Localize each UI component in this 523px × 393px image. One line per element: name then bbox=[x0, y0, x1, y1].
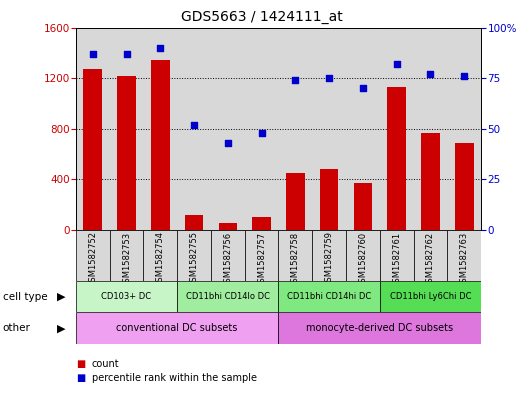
Bar bbox=[278, 281, 380, 312]
Point bbox=[224, 140, 232, 146]
Bar bbox=[380, 230, 414, 281]
Bar bbox=[245, 230, 278, 281]
Bar bbox=[117, 75, 136, 230]
Point bbox=[291, 77, 300, 83]
Text: GSM1582752: GSM1582752 bbox=[88, 231, 97, 287]
Bar bbox=[278, 312, 481, 344]
Text: GSM1582759: GSM1582759 bbox=[325, 231, 334, 287]
Bar bbox=[346, 230, 380, 281]
Bar bbox=[219, 223, 237, 230]
Bar bbox=[76, 281, 177, 312]
Text: cell type: cell type bbox=[3, 292, 47, 302]
Text: GSM1582755: GSM1582755 bbox=[189, 231, 199, 287]
Bar bbox=[151, 61, 169, 230]
Text: CD11bhi Ly6Chi DC: CD11bhi Ly6Chi DC bbox=[390, 292, 471, 301]
Bar bbox=[388, 87, 406, 230]
Bar bbox=[447, 230, 481, 281]
Text: monocyte-derived DC subsets: monocyte-derived DC subsets bbox=[306, 323, 453, 333]
Text: GSM1582753: GSM1582753 bbox=[122, 231, 131, 288]
Bar bbox=[211, 230, 245, 281]
Bar bbox=[286, 173, 305, 230]
Text: conventional DC subsets: conventional DC subsets bbox=[117, 323, 238, 333]
Bar bbox=[143, 230, 177, 281]
Text: ▶: ▶ bbox=[58, 292, 66, 302]
Bar bbox=[177, 281, 278, 312]
Text: CD11bhi CD14hi DC: CD11bhi CD14hi DC bbox=[287, 292, 371, 301]
Bar bbox=[185, 215, 203, 230]
Text: CD11bhi CD14lo DC: CD11bhi CD14lo DC bbox=[186, 292, 270, 301]
Point bbox=[88, 51, 97, 57]
Bar bbox=[76, 312, 278, 344]
Bar bbox=[278, 230, 312, 281]
Text: GSM1582758: GSM1582758 bbox=[291, 231, 300, 288]
Bar bbox=[320, 169, 338, 230]
Bar bbox=[414, 230, 447, 281]
Text: GSM1582754: GSM1582754 bbox=[156, 231, 165, 287]
Text: other: other bbox=[3, 323, 30, 333]
Point bbox=[122, 51, 131, 57]
Bar bbox=[421, 132, 440, 230]
Text: ■: ■ bbox=[76, 373, 85, 383]
Text: GDS5663 / 1424111_at: GDS5663 / 1424111_at bbox=[180, 10, 343, 24]
Point bbox=[460, 73, 469, 79]
Point bbox=[325, 75, 333, 81]
Bar bbox=[177, 230, 211, 281]
Point bbox=[190, 121, 198, 128]
Bar bbox=[380, 281, 481, 312]
Text: count: count bbox=[92, 358, 119, 369]
Text: ■: ■ bbox=[76, 358, 85, 369]
Point bbox=[359, 85, 367, 92]
Point bbox=[426, 71, 435, 77]
Text: ▶: ▶ bbox=[58, 323, 66, 333]
Bar bbox=[354, 183, 372, 230]
Bar bbox=[252, 217, 271, 230]
Bar bbox=[76, 230, 110, 281]
Point bbox=[156, 44, 164, 51]
Bar bbox=[312, 230, 346, 281]
Bar bbox=[110, 230, 143, 281]
Text: GSM1582760: GSM1582760 bbox=[358, 231, 368, 288]
Text: GSM1582757: GSM1582757 bbox=[257, 231, 266, 288]
Text: GSM1582756: GSM1582756 bbox=[223, 231, 232, 288]
Point bbox=[257, 130, 266, 136]
Bar bbox=[84, 69, 102, 230]
Text: GSM1582762: GSM1582762 bbox=[426, 231, 435, 288]
Text: GSM1582763: GSM1582763 bbox=[460, 231, 469, 288]
Text: GSM1582761: GSM1582761 bbox=[392, 231, 401, 288]
Text: CD103+ DC: CD103+ DC bbox=[101, 292, 152, 301]
Bar bbox=[455, 143, 473, 230]
Point bbox=[393, 61, 401, 67]
Text: percentile rank within the sample: percentile rank within the sample bbox=[92, 373, 256, 383]
